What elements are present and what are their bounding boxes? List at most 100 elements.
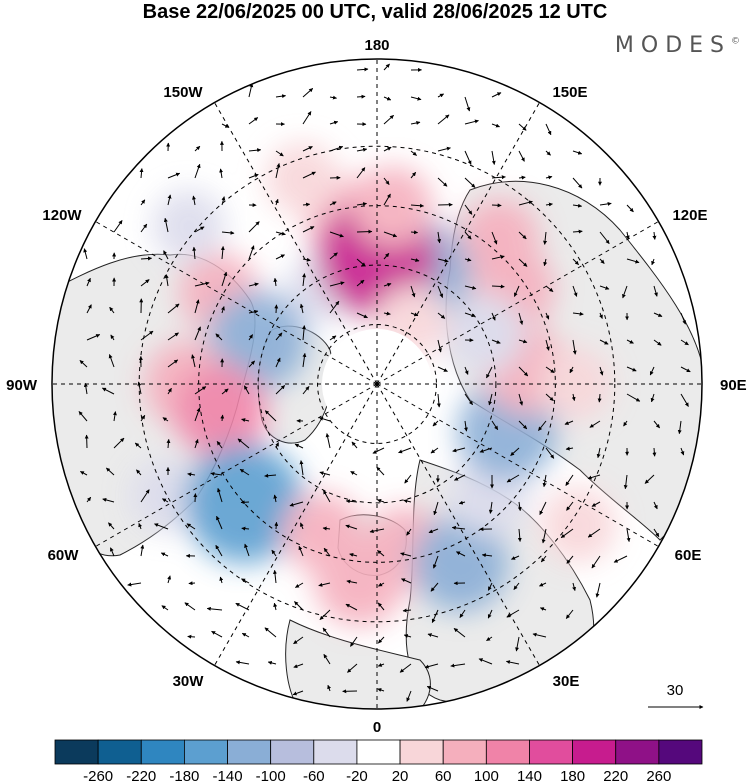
wind-arrow xyxy=(572,339,577,355)
wind-arrow xyxy=(545,447,555,459)
wind-arrow xyxy=(241,632,250,638)
wind-arrow xyxy=(464,257,472,262)
wind-arrow xyxy=(410,150,417,156)
wind-arrow xyxy=(211,630,223,638)
wind-arrow xyxy=(518,420,528,430)
wind-arrow xyxy=(478,658,493,665)
wind-arrow xyxy=(564,420,574,425)
wind-vectors xyxy=(78,63,691,702)
wind-arrow xyxy=(329,145,344,152)
wind-arrow xyxy=(427,633,439,638)
wind-arrow xyxy=(487,609,493,619)
wind-arrow xyxy=(302,171,316,179)
wind-arrow xyxy=(491,231,498,245)
wind-arrow xyxy=(437,146,451,152)
wind-arrow xyxy=(464,393,473,406)
wind-arrow xyxy=(539,607,547,611)
map-title: Base 22/06/2025 00 UTC, valid 28/06/2025… xyxy=(142,1,608,23)
map-border xyxy=(51,58,703,710)
wind-arrow xyxy=(426,685,439,692)
wind-arrow xyxy=(591,501,601,507)
wind-arrow xyxy=(572,203,583,208)
wind-arrow xyxy=(406,690,412,702)
wind-arrow xyxy=(187,634,196,639)
wind-arrow xyxy=(491,92,502,98)
colorbar-swatch xyxy=(399,739,444,765)
wind-arrow xyxy=(518,393,524,406)
wind-arrow xyxy=(560,528,574,539)
wind-arrow xyxy=(651,258,655,266)
lon-label-90w: 90W xyxy=(6,377,38,394)
colorbar-swatch xyxy=(270,739,315,765)
wind-arrow xyxy=(430,582,439,592)
wind-arrow xyxy=(491,255,505,260)
wind-arrow xyxy=(298,545,304,557)
wind-arrow xyxy=(217,487,223,503)
colorbar-tick-label: 140 xyxy=(517,768,542,783)
wind-arrow xyxy=(401,578,412,584)
wind-arrow xyxy=(572,285,578,297)
wind-arrow xyxy=(302,352,307,368)
wind-arrow xyxy=(650,393,655,403)
wind-arrow xyxy=(513,582,520,590)
wind-arrow xyxy=(221,123,230,128)
wind-arrow xyxy=(626,204,634,213)
wind-arrow xyxy=(464,231,472,240)
wind-arrow xyxy=(329,201,337,206)
wind-arrow xyxy=(356,94,366,99)
wind-arrow xyxy=(112,411,117,422)
colorbar-tick-label: 220 xyxy=(603,768,628,783)
wind-arrow xyxy=(653,285,658,297)
wind-arrow xyxy=(292,690,304,696)
wind-arrow xyxy=(187,472,196,477)
wind-arrow xyxy=(505,660,520,665)
wind-arrow xyxy=(325,433,331,449)
wind-arrow xyxy=(626,339,634,344)
wind-arrow xyxy=(102,497,115,503)
wind-arrow xyxy=(517,528,522,542)
wind-arrow xyxy=(428,528,439,534)
wind-arrow xyxy=(194,226,205,233)
wind-arrow xyxy=(293,663,304,668)
wind-arrow xyxy=(513,285,520,297)
wind-arrow xyxy=(539,582,547,587)
colorbar-tick-label: -20 xyxy=(346,768,368,783)
wind-arrow xyxy=(273,494,278,503)
wind-arrow xyxy=(241,418,250,423)
wind-arrow xyxy=(410,203,425,208)
wind-arrow xyxy=(274,198,279,206)
wind-arrow xyxy=(347,663,358,673)
wind-arrow xyxy=(302,273,307,287)
wind-arrow xyxy=(506,474,520,483)
wind-arrow xyxy=(163,217,169,233)
wind-arrow xyxy=(597,393,602,403)
wind-arrow xyxy=(275,150,284,157)
wind-arrow xyxy=(220,414,225,422)
wind-arrow xyxy=(235,660,250,665)
colorbar-tick-label: 100 xyxy=(474,768,499,783)
wind-arrow xyxy=(571,393,576,402)
wind-arrow xyxy=(323,490,331,503)
wind-arrow xyxy=(248,360,256,368)
wind-arrow xyxy=(110,334,115,341)
wind-arrow xyxy=(356,279,365,287)
wind-arrow xyxy=(410,120,421,125)
wind-arrow xyxy=(595,582,601,598)
wind-arrow xyxy=(323,547,331,557)
wind-arrow xyxy=(572,177,583,189)
lon-label-120e: 120E xyxy=(672,207,707,224)
wind-arrow xyxy=(623,420,628,427)
wind-arrow xyxy=(545,202,553,207)
wind-arrow xyxy=(677,420,682,435)
wind-arrow xyxy=(302,386,310,395)
wind-arrow xyxy=(450,663,466,668)
wind-arrow xyxy=(400,552,412,557)
colorbar-swatch xyxy=(227,739,272,765)
wind-arrow xyxy=(167,359,179,368)
wind-arrow xyxy=(275,254,285,260)
wind-arrow xyxy=(127,582,142,587)
wind-arrow xyxy=(464,204,473,215)
wind-arrow xyxy=(464,285,477,290)
wind-arrow xyxy=(652,447,657,457)
wind-arrow xyxy=(188,581,196,586)
